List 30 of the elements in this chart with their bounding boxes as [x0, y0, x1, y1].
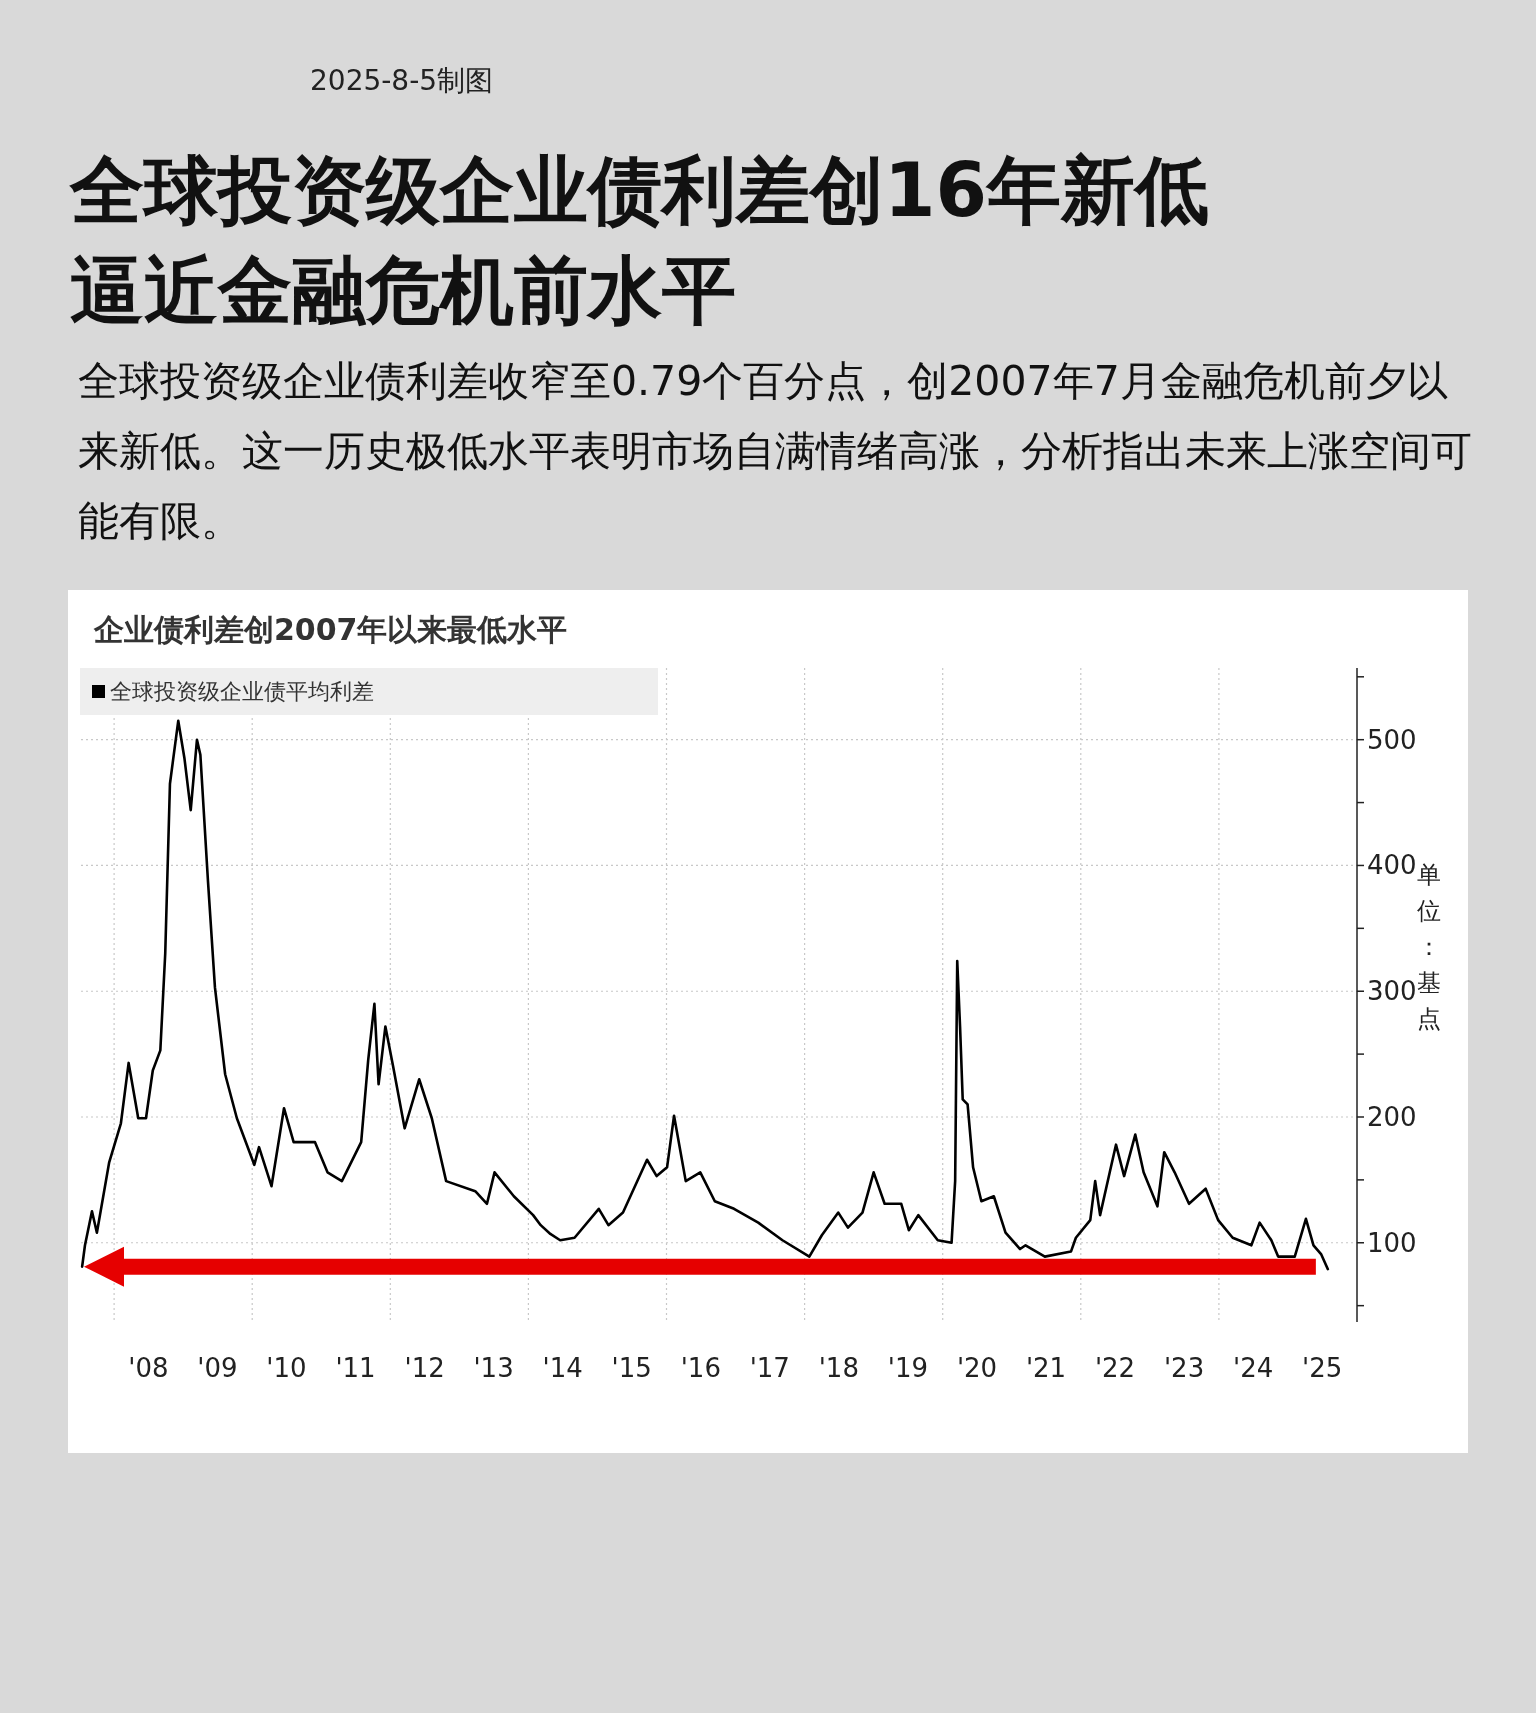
chart-subtitle: 全球投资级企业债利差收窄至0.79个百分点，创2007年7月金融危机前夕以来新低。这一历史极低水平表明市场自满情绪高涨，分析指出未来上涨空间可能有限。: [78, 356, 1473, 547]
x-tick-label: '20: [956, 1353, 998, 1383]
text: 企业债利差创2007年以来最低水平: [94, 611, 568, 649]
x-tick-label: '16: [680, 1353, 721, 1383]
x-tick-label: '13: [473, 1353, 514, 1383]
y-tick-label: 500: [1367, 724, 1417, 755]
x-tick-label: '25: [1302, 1353, 1343, 1383]
y-tick-label: 200: [1367, 1102, 1417, 1132]
x-tick-label: '21: [1025, 1353, 1067, 1383]
y-tick-label: 400: [1367, 850, 1417, 881]
y-tick-label: 100: [1367, 1227, 1417, 1258]
y-axis-title: 单位：基点: [1417, 861, 1441, 1033]
text: 2025-8-5制图: [310, 63, 494, 99]
x-tick-label: '11: [335, 1353, 376, 1383]
x-tick-label: '17: [749, 1353, 790, 1383]
x-tick-label: '15: [611, 1353, 652, 1383]
x-tick-label: '08: [128, 1353, 169, 1383]
x-tick-label: '12: [404, 1353, 445, 1383]
x-tick-label: '09: [197, 1353, 238, 1383]
x-tick-label: '19: [887, 1353, 929, 1383]
x-tick-label: '22: [1094, 1353, 1136, 1383]
y-tick-label: 300: [1367, 976, 1417, 1007]
legend-label: 全球投资级企业债平均利差: [110, 679, 374, 704]
x-tick-label: '18: [818, 1353, 859, 1383]
x-tick-label: '23: [1163, 1353, 1205, 1383]
x-tick-label: '14: [542, 1353, 583, 1383]
x-tick-label: '24: [1233, 1353, 1274, 1383]
chart-title: 全球投资级企业债利差创16年新低逼近金融危机前水平: [70, 146, 1210, 335]
line-series: [80, 719, 1330, 1271]
x-tick-label: '10: [266, 1353, 307, 1383]
